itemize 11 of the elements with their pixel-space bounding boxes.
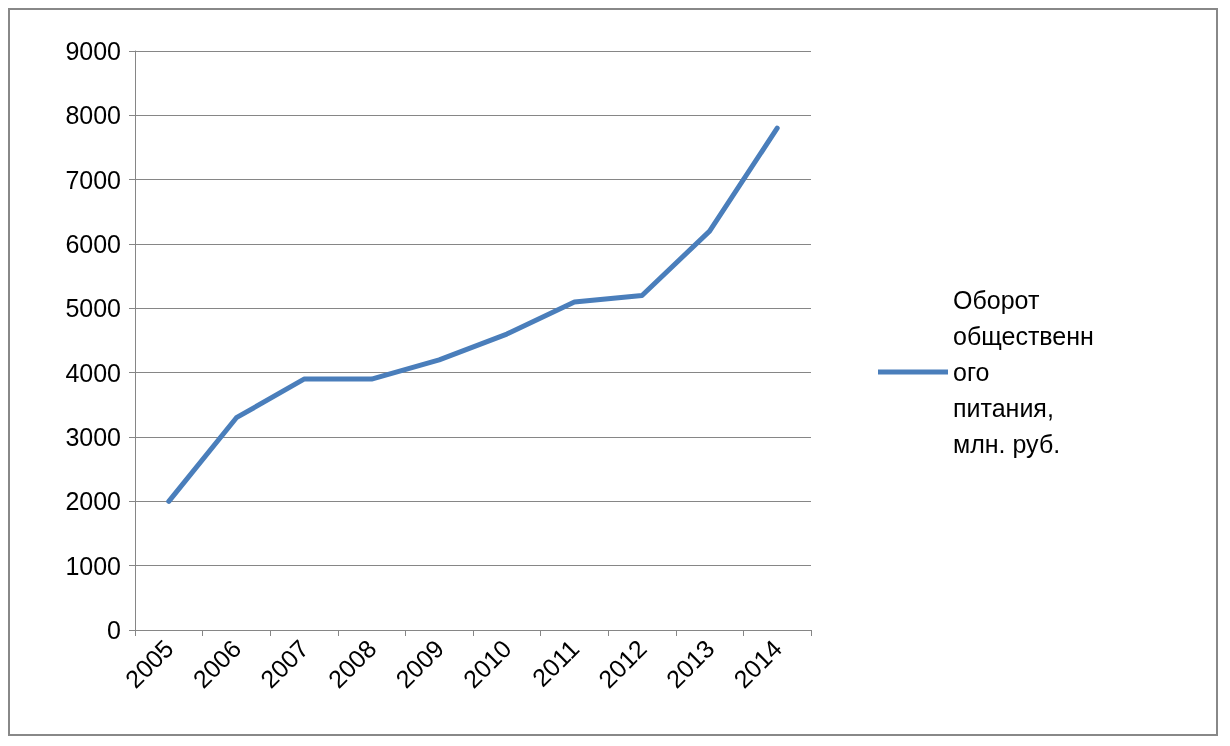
y-tick-label: 8000 bbox=[65, 101, 121, 130]
y-tick-label: 9000 bbox=[65, 37, 121, 65]
y-tick-label: 0 bbox=[107, 616, 121, 644]
y-tick-label: 5000 bbox=[65, 294, 121, 323]
y-tick-label: 7000 bbox=[65, 165, 121, 194]
y-tick-label: 4000 bbox=[65, 358, 121, 387]
y-tick-label: 6000 bbox=[65, 230, 121, 258]
y-tick-label: 1000 bbox=[65, 551, 121, 580]
legend-label: Оборот общественного питания, млн. руб. bbox=[953, 286, 1094, 458]
y-tick-label: 2000 bbox=[65, 487, 121, 516]
y-tick-label: 3000 bbox=[65, 423, 121, 451]
